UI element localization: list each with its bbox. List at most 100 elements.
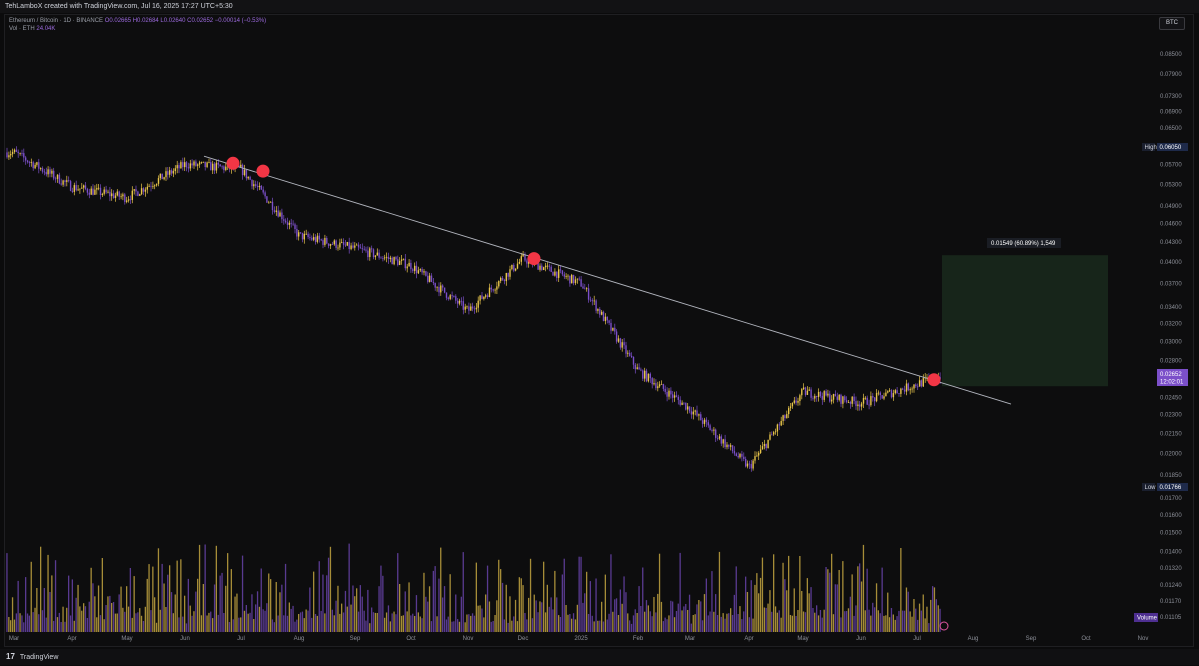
candle-body (483, 296, 485, 299)
volume-bar (354, 596, 356, 632)
candle-body (298, 232, 300, 237)
volume-bar (58, 612, 60, 632)
candle-body (808, 389, 810, 391)
volume-bar (51, 575, 53, 632)
volume-bar (507, 622, 509, 632)
y-tick-label: 0.03700 (1160, 282, 1182, 288)
last-price-bg (1157, 369, 1188, 386)
volume-bar (528, 597, 530, 632)
volume-bar (773, 554, 775, 632)
candle-body (129, 199, 132, 201)
volume-bar (720, 616, 722, 632)
volume-bar (453, 621, 455, 632)
candle-body (94, 189, 96, 195)
candle-body (466, 306, 468, 308)
volume-bar (133, 576, 135, 632)
candle-body (662, 384, 665, 389)
candle-body (872, 396, 874, 398)
candle-body (705, 419, 708, 423)
candle-body (737, 455, 739, 458)
candle-body (782, 415, 784, 421)
volume-bar (174, 594, 176, 632)
volume-bar (350, 604, 352, 632)
volume-bar (283, 615, 285, 632)
volume-bar (307, 610, 309, 632)
volume-bar (883, 615, 885, 632)
volume-bar (935, 599, 937, 632)
candle-body (103, 189, 105, 194)
price-chart[interactable]: 0.08500 0.07900 0.07300 0.06900 0.06500 0.057… (0, 0, 1199, 649)
candle-body (634, 364, 636, 370)
volume-bar (801, 591, 803, 632)
volume-bar (361, 596, 363, 632)
volume-bar (670, 600, 672, 632)
volume-bar (877, 610, 879, 632)
currency-badge[interactable]: BTC (1159, 17, 1185, 30)
candle-body (240, 164, 242, 167)
volume-bar (303, 618, 305, 632)
volume-bar (314, 614, 317, 632)
volume-bar (270, 579, 272, 632)
candle-body (329, 244, 332, 246)
volume-bar (726, 613, 728, 632)
candle-body (34, 164, 36, 169)
candle-body (597, 309, 599, 311)
volume-bar (47, 554, 49, 632)
downtrend-line[interactable] (203, 155, 1012, 405)
candle-body (797, 400, 799, 403)
volume-bar (249, 612, 251, 632)
volume-bar (466, 614, 468, 632)
volume-bar (483, 617, 485, 632)
target-zone-box[interactable] (942, 255, 1108, 387)
candle-body (275, 210, 277, 212)
candle-body (909, 389, 911, 391)
candle-body (567, 275, 569, 277)
candle-body (881, 395, 883, 399)
volume-bar (606, 619, 608, 632)
candle-body (743, 456, 745, 459)
volume-bar (825, 567, 827, 632)
candle-body (468, 306, 470, 311)
candle-body (107, 191, 109, 193)
volume-bar (126, 586, 128, 632)
volume-bar (505, 584, 507, 632)
candle-body (219, 164, 221, 167)
candle-body (154, 185, 156, 187)
candle-body (101, 193, 104, 195)
candle-body (210, 162, 212, 171)
candle-body (657, 386, 659, 389)
candle-body (716, 438, 719, 439)
volume-bar (604, 574, 606, 632)
volume-bar (544, 612, 547, 632)
volume-bar (857, 566, 859, 632)
x-tick-label: Apr (744, 636, 753, 642)
volume-bar (776, 612, 778, 632)
tradingview-logo-icon: 17 (6, 652, 15, 661)
volume-bar (414, 616, 416, 632)
volume-bar (638, 586, 640, 632)
alert-icon[interactable] (939, 621, 949, 631)
volume-bar (786, 590, 788, 632)
volume-bar (789, 615, 792, 632)
volume-bar (90, 567, 92, 632)
candle-body (19, 153, 21, 154)
volume-bar (601, 601, 603, 632)
candle-body (522, 254, 524, 257)
volume-bar (443, 586, 446, 632)
trend-layer (203, 155, 1012, 405)
volume-bar (552, 609, 554, 632)
candle-body (449, 295, 451, 299)
volume-bar (10, 620, 12, 632)
candle-body (500, 277, 502, 281)
candle-body (698, 414, 700, 416)
volume-bar (844, 611, 846, 632)
volume-bar (436, 616, 438, 632)
candle-body (685, 402, 687, 410)
volume-bar (365, 620, 367, 632)
volume-bar (129, 568, 131, 632)
volume-bar (688, 594, 691, 632)
candle-body (335, 240, 337, 248)
candle-body (672, 394, 674, 398)
candle-body (112, 193, 115, 198)
volume-bar (470, 615, 472, 632)
